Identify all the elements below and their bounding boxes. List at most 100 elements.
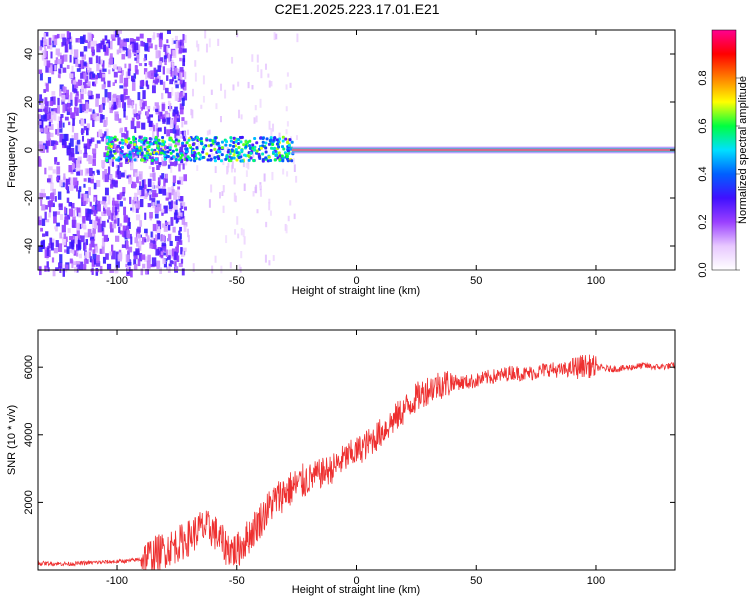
heatmap-cell <box>98 105 103 113</box>
heatmap-cell <box>73 107 77 114</box>
heatmap-cell <box>91 53 95 57</box>
heatmap-cell <box>106 263 112 270</box>
heatmap-cell <box>137 258 141 267</box>
heatmap-cell <box>73 261 77 266</box>
heatmap-cell <box>95 218 100 226</box>
heatmap-cell <box>56 176 59 182</box>
heatmap-cell <box>232 141 236 145</box>
heatmap-cell <box>171 149 175 153</box>
heatmap-cell <box>182 251 185 256</box>
heatmap-cell <box>75 159 81 168</box>
heatmap-cell <box>98 56 101 65</box>
heatmap-cell <box>167 265 170 271</box>
heatmap-cell <box>238 264 241 270</box>
heatmap-cell <box>92 109 95 114</box>
heatmap-cell <box>123 228 127 238</box>
heatmap-cell <box>39 192 43 201</box>
heatmap-cell <box>183 206 187 211</box>
heatmap-cell <box>151 123 154 129</box>
heatmap-cell <box>57 243 63 252</box>
heatmap-cell <box>96 63 100 72</box>
heatmap-cell <box>231 56 234 64</box>
heatmap-cell <box>135 147 139 151</box>
heatmap-cell <box>46 146 49 153</box>
heatmap-cell <box>68 36 73 43</box>
heatmap-cell <box>119 230 124 235</box>
heatmap-cell <box>73 88 78 94</box>
heatmap-cell <box>175 84 179 89</box>
heatmap-cell <box>55 48 60 56</box>
heatmap-cell <box>75 145 80 155</box>
heatmap-cell <box>181 210 185 219</box>
heatmap-cell <box>145 80 148 87</box>
heatmap-cell <box>132 117 135 122</box>
heatmap-cell <box>72 118 75 126</box>
heatmap-cell <box>168 136 172 140</box>
colorbar-gradient <box>712 30 736 270</box>
heatmap-cell <box>166 45 169 54</box>
heatmap-cell <box>178 209 181 216</box>
heatmap-cell <box>54 65 57 71</box>
heatmap-cell <box>196 165 199 171</box>
y-tick-label: 20 <box>23 96 35 108</box>
heatmap-cell <box>284 137 288 141</box>
heatmap-cell <box>261 140 265 144</box>
heatmap-cell <box>293 164 296 172</box>
heatmap-cell <box>133 158 137 162</box>
heatmap-cell <box>112 82 115 86</box>
heatmap-cell <box>108 156 112 160</box>
heatmap-cell <box>52 238 55 247</box>
heatmap-cell <box>247 160 250 170</box>
heatmap-cell <box>187 234 190 243</box>
heatmap-cell <box>143 154 147 158</box>
heatmap-cell <box>104 187 109 196</box>
heatmap-cell <box>68 165 73 173</box>
heatmap-cell <box>78 253 82 259</box>
heatmap-cell <box>80 85 84 95</box>
heatmap-cell <box>123 109 126 118</box>
heatmap-cell <box>147 254 151 262</box>
heatmap-cell <box>140 140 144 144</box>
heatmap-cell <box>237 81 240 87</box>
heatmap-cell <box>39 127 44 133</box>
heatmap-cell <box>85 239 89 246</box>
heatmap-cell <box>182 33 185 41</box>
heatmap-cell <box>105 253 109 260</box>
heatmap-cell <box>134 103 138 113</box>
heatmap-cell <box>143 256 148 262</box>
heatmap-cell <box>226 150 230 154</box>
heatmap-cell <box>144 228 148 234</box>
tone-halo <box>291 146 675 154</box>
heatmap-cell <box>175 217 178 224</box>
heatmap-cell <box>181 97 185 106</box>
heatmap-cell <box>144 212 147 220</box>
heatmap-cell <box>124 127 128 132</box>
heatmap-cell <box>206 158 210 162</box>
heatmap-cell <box>149 173 154 178</box>
heatmap-cell <box>132 152 137 158</box>
heatmap-cell <box>92 148 97 155</box>
heatmap-cell <box>47 245 50 250</box>
heatmap-cell <box>221 191 224 196</box>
heatmap-cell <box>103 205 108 210</box>
heatmap-cell <box>40 101 45 109</box>
x-tick-label: 100 <box>587 575 605 587</box>
heatmap-cell <box>69 184 74 191</box>
heatmap-cell <box>50 111 56 120</box>
heatmap-cell <box>88 108 92 112</box>
heatmap-cell <box>90 178 94 184</box>
heatmap-cell <box>187 138 191 142</box>
heatmap-cell <box>128 177 133 185</box>
heatmap-cell <box>99 68 105 73</box>
heatmap-cell <box>180 212 183 217</box>
heatmap-cell <box>92 153 97 159</box>
heatmap-cell <box>72 168 76 172</box>
heatmap-cell <box>214 166 217 174</box>
heatmap-cell <box>121 244 127 248</box>
heatmap-cell <box>60 33 66 40</box>
heatmap-cell <box>159 267 163 274</box>
heatmap-cell <box>127 98 132 106</box>
heatmap-cell <box>136 151 140 155</box>
heatmap-cell <box>105 128 109 137</box>
heatmap-cell <box>154 135 158 139</box>
